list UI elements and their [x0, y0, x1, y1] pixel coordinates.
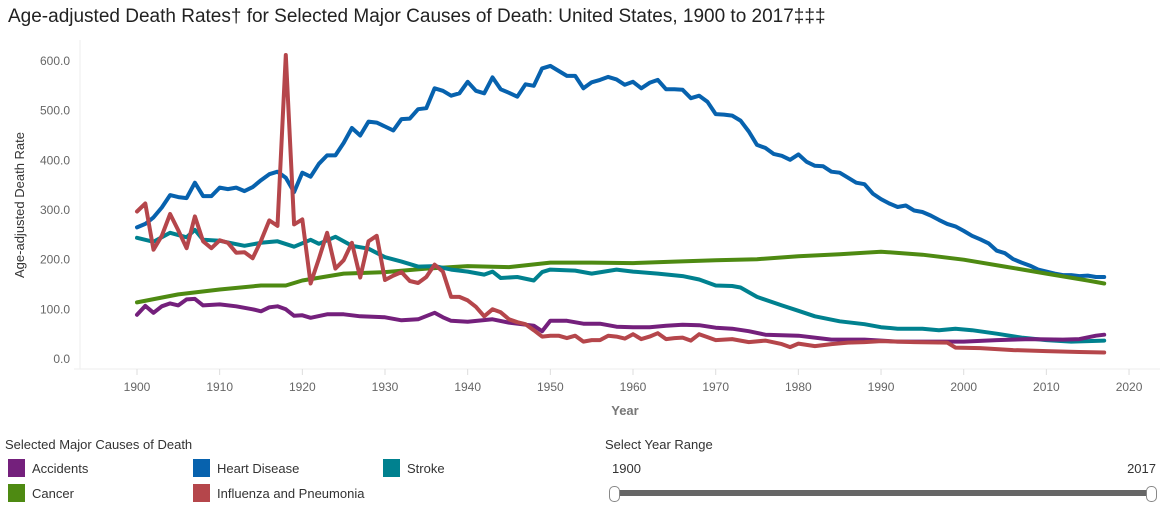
chart-title: Age-adjusted Death Rates† for Selected M…	[8, 6, 826, 27]
x-tick-label: 1920	[289, 380, 316, 394]
y-tick-label: 600.0	[40, 54, 70, 68]
x-tick-label: 1960	[620, 380, 647, 394]
line-chart: 0.0 100.0 200.0 300.0 400.0 500.0 600.0 1900 191…	[12, 40, 1160, 418]
y-axis-label: Age-adjusted Death Rate	[12, 132, 27, 278]
legend-item-heart-disease[interactable]: Heart Disease	[193, 459, 299, 477]
heart-disease-swatch	[193, 459, 210, 477]
x-tick-label: 1910	[206, 380, 233, 394]
slider-title: Select Year Range	[605, 437, 713, 452]
x-tick-label: 2000	[950, 380, 977, 394]
year-range-track[interactable]	[615, 490, 1153, 496]
y-tick-label: 0.0	[53, 352, 70, 366]
series-line-heart-disease	[135, 63, 1107, 279]
legend-label: Influenza and Pneumonia	[217, 485, 365, 501]
y-tick-label: 400.0	[40, 153, 70, 167]
legend-label: Heart Disease	[217, 460, 300, 476]
x-tick-label: 1930	[372, 380, 399, 394]
legend-item-influenza-pneumonia[interactable]: Influenza and Pneumonia	[193, 484, 364, 502]
y-tick-label: 300.0	[40, 203, 70, 217]
legend-label: Stroke	[407, 460, 445, 476]
legend-item-accidents[interactable]: Accidents	[8, 459, 88, 477]
legend-label: Accidents	[32, 460, 89, 476]
y-tick-label: 100.0	[40, 302, 70, 316]
series-line-stroke	[135, 227, 1107, 344]
x-tick-label: 2020	[1116, 380, 1143, 394]
series-line-cancer	[135, 249, 1107, 305]
y-tick-label: 500.0	[40, 104, 70, 118]
slider-min-label: 1900	[612, 461, 641, 476]
cancer-swatch	[8, 484, 25, 502]
legend-title: Selected Major Causes of Death	[5, 437, 193, 452]
y-tick-label: 200.0	[40, 253, 70, 267]
series-line-accidents	[135, 296, 1107, 344]
influenza-pneumonia-swatch	[193, 484, 210, 502]
x-axis-label: Year	[611, 403, 638, 418]
x-tick-label: 1980	[785, 380, 812, 394]
slider-max-handle[interactable]	[1146, 486, 1157, 502]
x-tick-label: 1990	[868, 380, 895, 394]
slider-min-handle[interactable]	[609, 486, 620, 502]
legend-label: Cancer	[32, 485, 74, 501]
series-line-influenza-and-pneumonia	[135, 53, 1107, 355]
legend-item-cancer[interactable]: Cancer	[8, 484, 74, 502]
x-tick-label: 2010	[1033, 380, 1060, 394]
x-tick-label: 1900	[124, 380, 151, 394]
x-tick-label: 1940	[454, 380, 481, 394]
stroke-swatch	[383, 459, 400, 477]
accidents-swatch	[8, 459, 25, 477]
legend-item-stroke[interactable]: Stroke	[383, 459, 445, 477]
x-tick-label: 1970	[702, 380, 729, 394]
x-tick-label: 1950	[537, 380, 564, 394]
slider-max-label: 2017	[1127, 461, 1156, 476]
